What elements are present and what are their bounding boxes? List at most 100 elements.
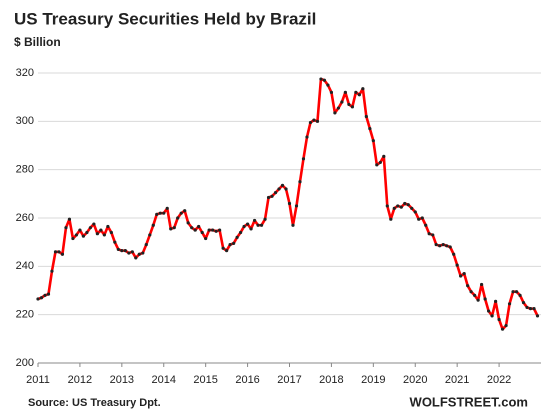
x-tick-label: 2020	[403, 374, 427, 386]
point	[225, 249, 229, 253]
point	[190, 226, 194, 230]
point	[347, 102, 351, 107]
x-tick-label: 2014	[152, 374, 176, 386]
point	[235, 235, 239, 239]
point	[459, 274, 463, 278]
point	[389, 217, 393, 221]
point	[67, 217, 72, 221]
point	[532, 307, 536, 311]
point	[420, 216, 424, 220]
point	[162, 211, 166, 215]
point	[406, 203, 410, 207]
y-tick-label: 280	[16, 164, 34, 176]
line	[37, 77, 539, 331]
point	[301, 157, 306, 161]
point	[490, 314, 494, 318]
point	[99, 228, 103, 232]
y-tick-label: 320	[16, 67, 34, 79]
point	[81, 234, 85, 238]
point	[483, 297, 487, 301]
point	[74, 233, 79, 237]
point	[176, 216, 180, 220]
point	[514, 290, 519, 294]
point	[256, 223, 260, 227]
point	[343, 90, 347, 94]
x-tick-label: 2022	[487, 374, 511, 386]
chart-title: US Treasury Securities Held by Brazil	[14, 9, 316, 28]
point	[155, 212, 159, 216]
point	[88, 226, 92, 230]
point	[392, 206, 396, 210]
point	[466, 284, 470, 288]
point	[378, 160, 382, 165]
point	[141, 251, 145, 255]
point	[336, 106, 341, 110]
point	[350, 105, 354, 109]
chart-subtitle: $ Billion	[14, 35, 61, 49]
y-tick-label: 300	[16, 115, 34, 127]
point	[410, 206, 414, 210]
x-tick-label: 2013	[110, 374, 134, 386]
point	[158, 211, 162, 215]
point	[497, 317, 501, 322]
point	[476, 298, 480, 302]
point	[134, 256, 138, 260]
point	[305, 135, 309, 139]
point	[280, 183, 285, 187]
point	[277, 187, 281, 191]
point	[249, 227, 253, 231]
point	[64, 226, 68, 230]
point	[120, 249, 124, 253]
x-tick-label: 2012	[68, 374, 92, 386]
point	[371, 139, 375, 143]
x-tick-label: 2018	[319, 374, 343, 386]
point	[71, 236, 75, 241]
point	[116, 247, 120, 252]
point	[357, 93, 361, 97]
point	[462, 271, 466, 276]
point	[287, 201, 292, 206]
point	[291, 223, 295, 227]
point	[326, 83, 330, 87]
point	[473, 293, 477, 297]
point	[263, 217, 267, 221]
point	[102, 233, 106, 237]
point	[455, 263, 459, 267]
point	[507, 302, 512, 306]
point	[525, 305, 529, 310]
point	[364, 114, 368, 119]
y-tick-label: 200	[16, 357, 34, 369]
point	[298, 180, 302, 184]
point	[403, 201, 407, 206]
x-tick-label: 2021	[445, 374, 469, 386]
point	[197, 224, 201, 229]
point	[179, 211, 183, 215]
point	[106, 224, 110, 229]
point	[308, 120, 313, 125]
point	[36, 297, 40, 301]
point	[60, 252, 65, 256]
point	[252, 218, 257, 223]
point	[500, 327, 505, 331]
point	[211, 228, 215, 232]
point	[232, 241, 236, 245]
point	[43, 293, 47, 297]
point	[413, 210, 417, 214]
point	[46, 292, 51, 296]
point	[399, 205, 403, 209]
point	[148, 233, 152, 237]
point	[85, 230, 89, 235]
point	[218, 228, 222, 232]
point	[427, 232, 431, 236]
point	[259, 223, 264, 227]
point	[273, 191, 278, 195]
point	[92, 222, 96, 226]
point	[434, 242, 438, 247]
point	[361, 87, 365, 91]
point	[193, 228, 197, 232]
point	[480, 282, 484, 287]
point	[396, 204, 400, 208]
point	[137, 252, 141, 256]
x-tick-label: 2017	[277, 374, 301, 386]
